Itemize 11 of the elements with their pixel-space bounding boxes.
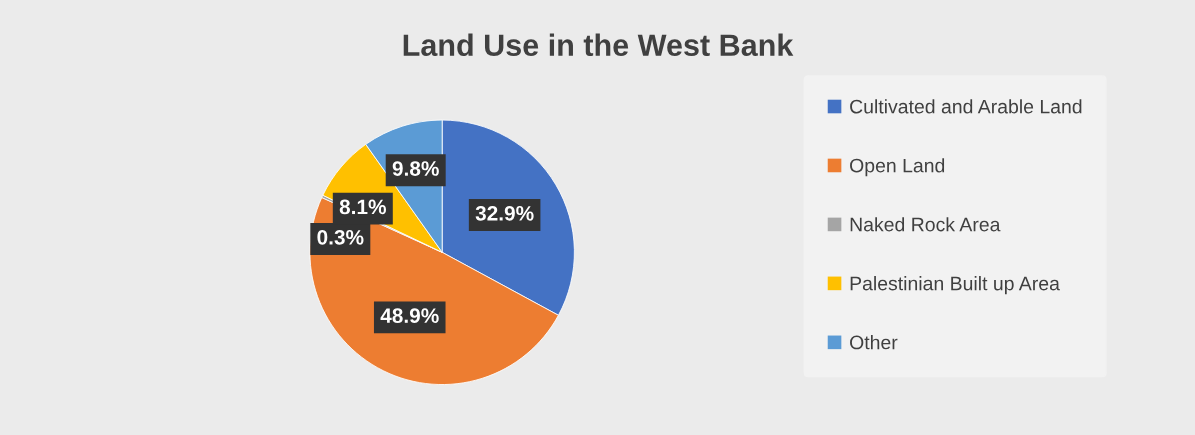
data-label: 32.9% <box>475 205 534 221</box>
data-label: 48.9% <box>380 308 439 324</box>
chart-title: Land Use in the West Bank <box>403 33 794 57</box>
data-label: 8.1% <box>339 199 386 215</box>
legend-label: Naked Rock Area <box>850 217 1001 232</box>
legend-label: Cultivated and Arable Land <box>850 99 1082 114</box>
data-label: 0.3% <box>317 229 364 245</box>
legend-label: Palestinian Built up Area <box>850 276 1060 295</box>
legend-label: Other <box>850 335 898 350</box>
legend-label: Open Land <box>850 158 945 177</box>
data-label: 9.8% <box>392 161 439 176</box>
